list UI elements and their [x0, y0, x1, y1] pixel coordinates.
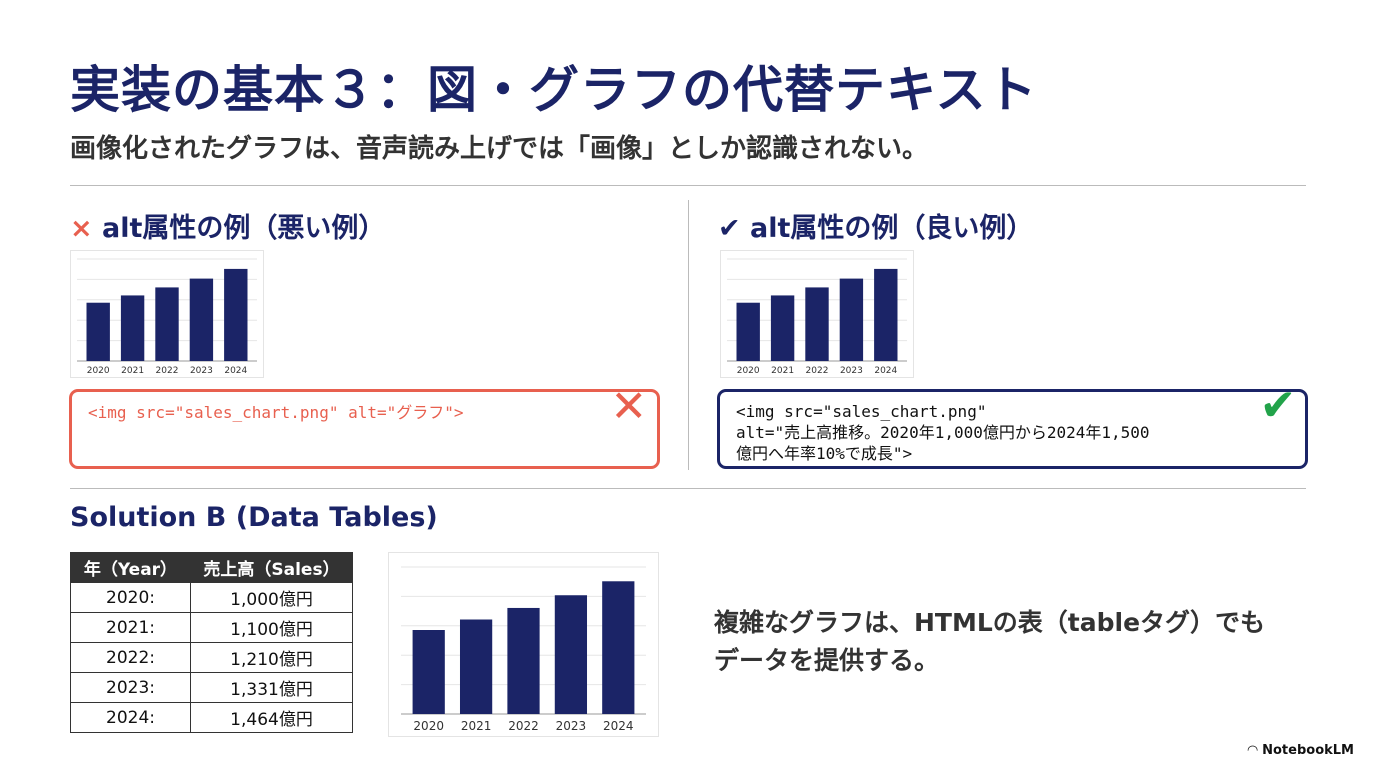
- cell: 2023:: [70, 672, 191, 703]
- bar-2022: [507, 607, 540, 714]
- table-row: 2020: 1,000億円: [70, 582, 353, 613]
- note-line: データを提供する。: [714, 646, 940, 675]
- cell: 1,331億円: [190, 672, 353, 703]
- header-cell: 年（Year）: [70, 552, 191, 583]
- good-example-chart: 2020 2021 2022 2023 2024: [720, 250, 914, 378]
- tick-label: 2024: [224, 366, 247, 376]
- solution-chart: 2020 2021 2022 2023 2024: [388, 552, 659, 737]
- tick-label: 2020: [737, 366, 760, 376]
- bar-2022: [155, 287, 179, 361]
- heading-text: alt属性の例（悪い例）: [102, 213, 386, 244]
- divider: [70, 185, 1306, 186]
- note-line: 複雑なグラフは、HTMLの表（tableタグ）でも: [714, 608, 1266, 637]
- code-line: alt="売上高推移。2020年1,000億円から2024年1,500: [736, 423, 1150, 442]
- good-alt-code-box: <img src="sales_chart.png" alt="売上高推移。20…: [717, 373, 1308, 469]
- logo-icon: ◠: [1247, 743, 1258, 758]
- tick-label: 2020: [413, 719, 444, 733]
- check-icon: ✔: [1262, 373, 1293, 431]
- cell: 2024:: [70, 702, 191, 733]
- tick-label: 2021: [121, 366, 144, 376]
- cell: 1,210億円: [190, 642, 353, 673]
- bad-alt-code-box: <img src="sales_chart.png" alt="グラフ"> ✕: [69, 371, 660, 469]
- notebooklm-logo: ◠ NotebookLM: [1248, 743, 1354, 758]
- cell: 1,000億円: [190, 582, 353, 613]
- tick-label: 2024: [874, 366, 897, 376]
- good-example-heading: ✔ alt属性の例（良い例）: [718, 206, 1033, 245]
- tick-label: 2021: [771, 366, 794, 376]
- bar-2024: [224, 268, 248, 361]
- table-row: 2021: 1,100億円: [70, 612, 353, 643]
- cell: 2021:: [70, 612, 191, 643]
- heading-text: alt属性の例（良い例）: [750, 213, 1034, 244]
- solution-heading: Solution B (Data Tables): [70, 502, 438, 533]
- code-text: <img src="sales_chart.png" alt="グラフ">: [88, 403, 464, 422]
- code-line: <img src="sales_chart.png": [736, 402, 987, 421]
- tick-label: 2022: [508, 719, 539, 733]
- table-header-row: 年（Year） 売上高（Sales）: [70, 552, 353, 583]
- page-subtitle: 画像化されたグラフは、音声読み上げでは「画像」としか認識されない。: [70, 134, 929, 164]
- bar-2020: [412, 630, 445, 714]
- bar-2021: [459, 619, 493, 714]
- bad-example-heading: × alt属性の例（悪い例）: [70, 206, 385, 245]
- tick-label: 2020: [87, 366, 110, 376]
- x-mark-icon: ×: [70, 213, 93, 244]
- tick-label: 2023: [190, 366, 213, 376]
- table-row: 2022: 1,210億円: [70, 642, 353, 673]
- tick-label: 2023: [556, 719, 587, 733]
- bar-2023: [189, 278, 214, 361]
- cross-icon: ✕: [612, 371, 645, 434]
- cell: 1,100億円: [190, 612, 353, 643]
- code-line: 億円へ年率10%で成長">: [736, 444, 913, 463]
- bad-example-chart: 2020 2021 2022 2023 2024: [70, 250, 264, 378]
- table-row: 2023: 1,331億円: [70, 672, 353, 703]
- tick-label: 2022: [156, 366, 179, 376]
- tick-label: 2022: [806, 366, 829, 376]
- cell: 2022:: [70, 642, 191, 673]
- divider: [70, 488, 1306, 489]
- sales-data-table: 年（Year） 売上高（Sales） 2020: 1,000億円 2021: 1,1…: [70, 552, 353, 733]
- bar-2022: [805, 287, 829, 361]
- divider: [688, 200, 689, 470]
- bar-2024: [602, 581, 635, 714]
- tick-label: 2021: [461, 719, 492, 733]
- tick-label: 2024: [603, 719, 634, 733]
- bar-2023: [554, 595, 588, 714]
- page-title: 実装の基本３：図・グラフの代替テキスト: [70, 61, 1038, 119]
- table-row: 2024: 1,464億円: [70, 702, 353, 733]
- logo-text: NotebookLM: [1262, 743, 1354, 758]
- bar-2024: [874, 268, 898, 361]
- cell: 1,464億円: [190, 702, 353, 733]
- bar-2020: [736, 302, 760, 361]
- cell: 2020:: [70, 582, 191, 613]
- bar-2021: [120, 295, 145, 361]
- tick-label: 2023: [840, 366, 863, 376]
- bar-2020: [86, 302, 110, 361]
- bar-2021: [770, 295, 795, 361]
- bar-2023: [839, 278, 864, 361]
- check-mark-icon: ✔: [718, 213, 741, 244]
- solution-note: 複雑なグラフは、HTMLの表（tableタグ）でも データを提供する。: [714, 604, 1314, 680]
- header-cell: 売上高（Sales）: [190, 552, 353, 583]
